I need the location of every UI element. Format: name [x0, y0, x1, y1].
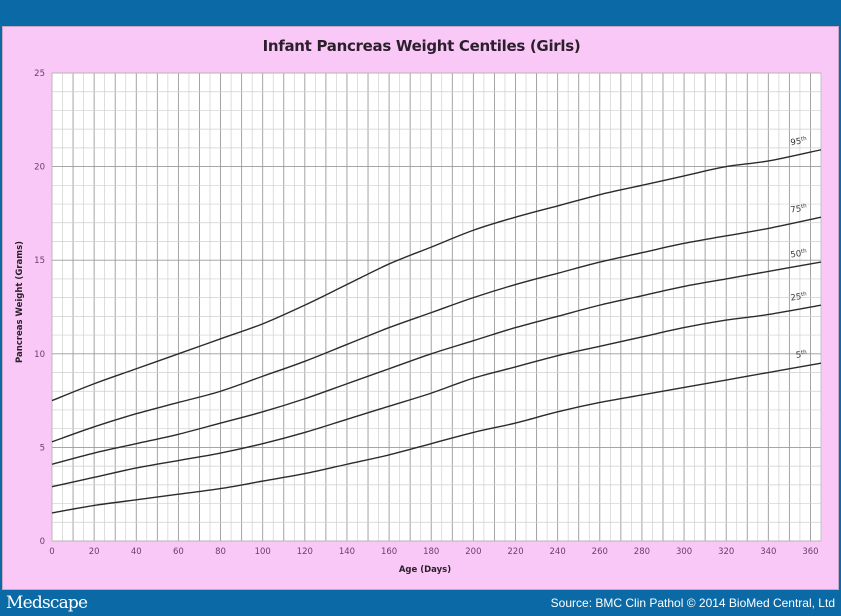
- y-axis-title: Pancreas Weight (Grams): [15, 241, 25, 363]
- plot-area: [52, 73, 821, 541]
- y-tick-label: 25: [34, 69, 45, 79]
- x-tick-label: 80: [215, 547, 226, 557]
- x-tick-label: 220: [507, 547, 523, 557]
- x-tick-label: 300: [676, 547, 692, 557]
- top-banner: [0, 0, 841, 24]
- x-tick-label: 40: [131, 547, 142, 557]
- x-tick-label: 280: [634, 547, 650, 557]
- axis-ticks: 0 20 40 60 80 100 120 140 160 180 200 220 240 260 280 3…: [34, 69, 818, 557]
- centile-curve-50: [51, 261, 822, 465]
- y-tick-label: 0: [40, 537, 45, 547]
- y-tick-label: 15: [34, 256, 45, 266]
- x-axis-title: Age (Days): [399, 565, 451, 575]
- x-tick-label: 200: [465, 547, 481, 557]
- x-tick-label: 260: [592, 547, 608, 557]
- x-tick-label: 180: [423, 547, 439, 557]
- x-tick-label: 100: [255, 547, 271, 557]
- footer-bar: Medscape Source: BMC Clin Pathol © 2014 …: [0, 591, 841, 616]
- centile-curve-5: [51, 362, 822, 514]
- centile-curve-95: [51, 149, 822, 402]
- x-tick-label: 320: [718, 547, 734, 557]
- plot-border: [51, 72, 822, 542]
- x-tick-label: 360: [802, 547, 818, 557]
- x-tick-label: 240: [550, 547, 566, 557]
- centile-curves: [51, 149, 822, 514]
- chart-slide: Infant Pancreas Weight Centiles (Girls) …: [2, 26, 839, 590]
- medscape-logo[interactable]: Medscape: [6, 593, 88, 613]
- centile-curve-75: [51, 216, 822, 443]
- y-tick-label: 20: [34, 163, 45, 173]
- x-tick-label: 340: [760, 547, 776, 557]
- plot-background: [52, 73, 821, 541]
- centile-label-5: 5th: [795, 349, 808, 361]
- chart-title: Infant Pancreas Weight Centiles (Girls): [262, 37, 581, 55]
- x-tick-label: 60: [173, 547, 184, 557]
- x-tick-label: 20: [89, 547, 100, 557]
- gridlines: [51, 72, 822, 542]
- x-tick-label: 0: [49, 547, 54, 557]
- x-tick-label: 120: [297, 547, 313, 557]
- centile-curve-25: [51, 304, 822, 488]
- y-tick-label: 10: [34, 350, 45, 360]
- x-tick-label: 140: [339, 547, 355, 557]
- growth-chart: 0 20 40 60 80 100 120 140 160 180 200 220 240 260 280 3…: [15, 69, 822, 575]
- source-citation: Source: BMC Clin Pathol © 2014 BioMed Ce…: [550, 596, 835, 610]
- x-tick-label: 160: [381, 547, 397, 557]
- y-tick-label: 5: [40, 443, 45, 453]
